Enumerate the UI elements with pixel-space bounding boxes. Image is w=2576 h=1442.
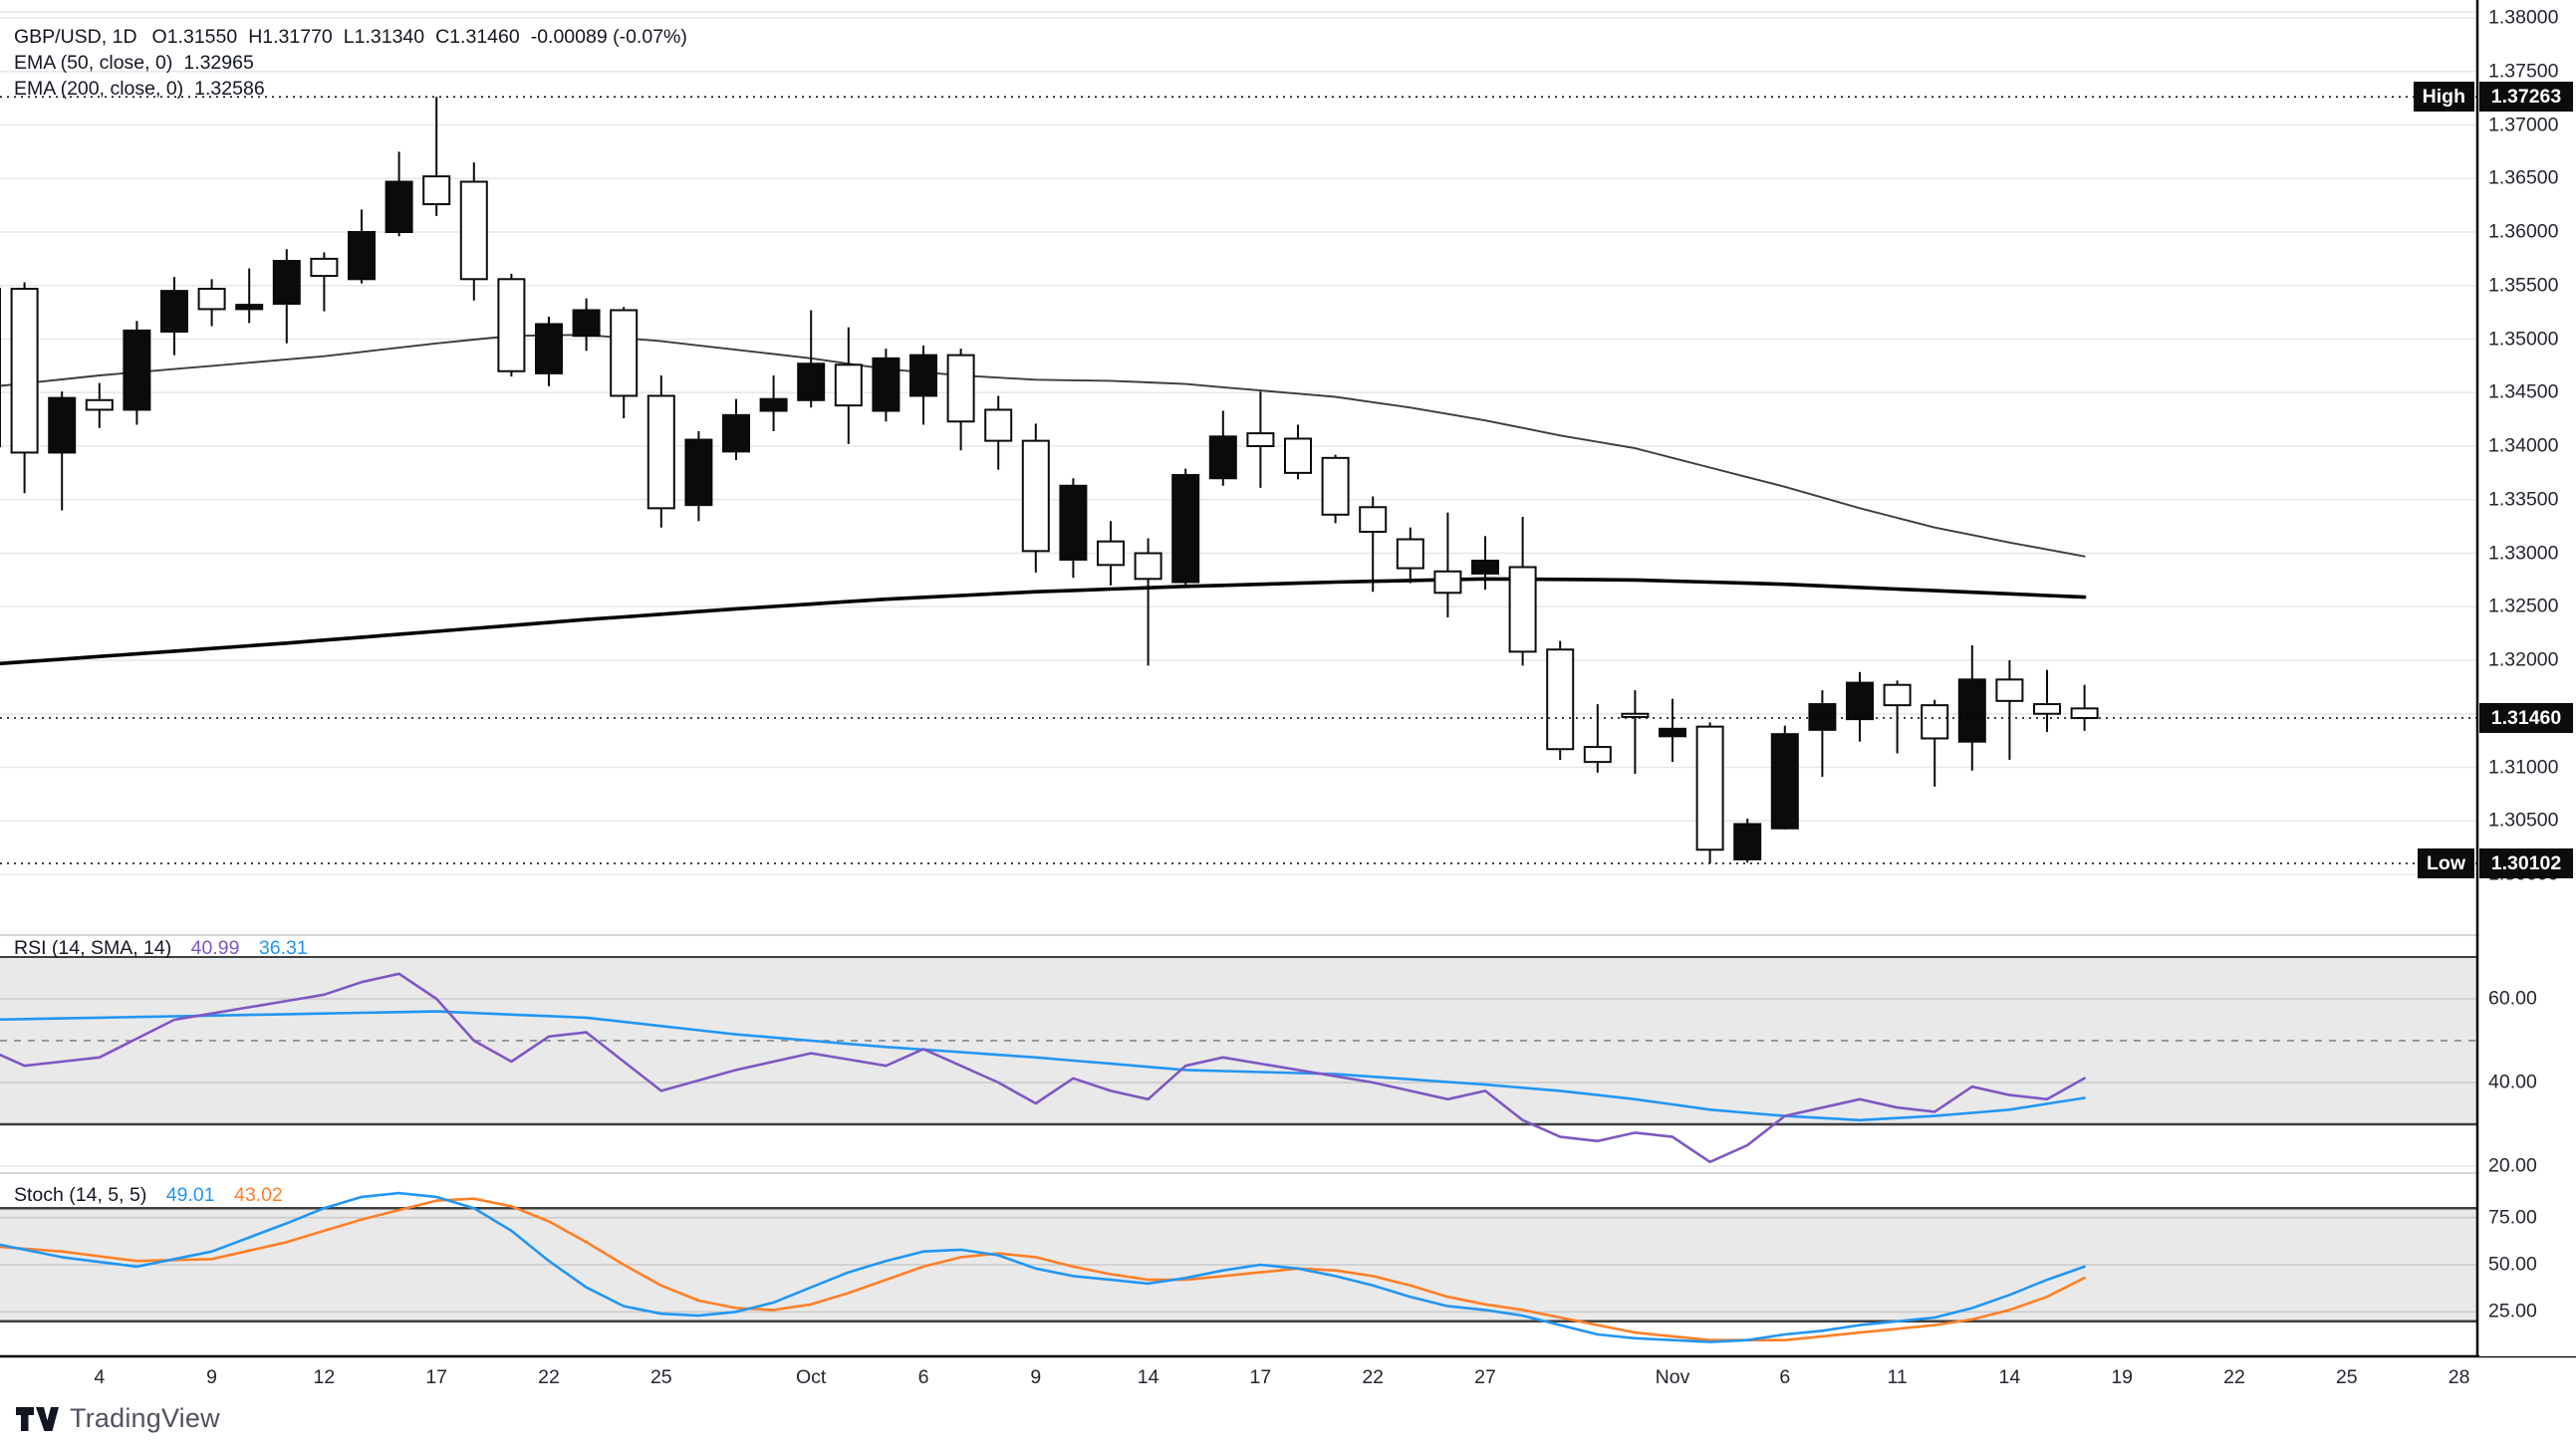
symbol-ohlc-row: GBP/USD, 1D O1.31550 H1.31770 L1.31340 C1.31…: [14, 24, 698, 50]
time-tick-label: 11: [1887, 1366, 1908, 1388]
low-badge-value: 1.30102: [2479, 848, 2573, 879]
rsi-legend-row[interactable]: RSI (14, SMA, 14) 40.99 36.31: [14, 937, 308, 960]
price-tick-label: 1.32000: [2488, 648, 2559, 671]
time-tick-label: 14: [1998, 1366, 2021, 1388]
high-badge-value: 1.37263: [2479, 82, 2573, 113]
time-tick-label: 6: [1779, 1366, 1791, 1388]
ema50-value: 1.32965: [183, 52, 254, 74]
time-tick-label: 9: [1030, 1366, 1042, 1388]
price-tick-label: 1.32500: [2488, 595, 2559, 617]
stoch-label: Stoch (14, 5, 5): [14, 1184, 147, 1206]
time-tick-label: Nov: [1655, 1366, 1690, 1388]
time-tick-label: 14: [1137, 1366, 1159, 1388]
price-tick-label: 1.35000: [2488, 328, 2559, 350]
high-badge-label: High: [2413, 82, 2474, 113]
low-value: L1.31340: [343, 26, 425, 48]
time-tick-label: 27: [1474, 1366, 1496, 1388]
ema200-legend-row[interactable]: EMA (200, close, 0) 1.32586: [14, 76, 698, 102]
time-tick-label: Oct: [796, 1366, 827, 1388]
time-tick-label: 28: [2447, 1366, 2470, 1388]
price-tick-label: 1.33500: [2488, 488, 2559, 511]
time-tick-label: 22: [2223, 1366, 2245, 1388]
time-tick-label: 25: [2335, 1366, 2358, 1388]
symbol-title: GBP/USD, 1D: [14, 26, 137, 48]
ema50-legend-row[interactable]: EMA (50, close, 0) 1.32965: [14, 50, 698, 76]
change-value: -0.00089 (-0.07%): [530, 26, 687, 48]
time-tick-label: 12: [313, 1366, 336, 1388]
stoch-tick-label: 75.00: [2488, 1206, 2537, 1229]
stoch-tick-label: 50.00: [2488, 1253, 2537, 1276]
low-badge-label: Low: [2418, 848, 2474, 879]
rsi-tick-label: 60.00: [2488, 987, 2537, 1010]
time-tick-label: 17: [1249, 1366, 1272, 1388]
stoch-tick-label: 25.00: [2488, 1300, 2537, 1322]
time-tick-label: 25: [649, 1366, 672, 1388]
rsi-value: 40.99: [190, 937, 240, 959]
price-tick-label: 1.30500: [2488, 809, 2559, 832]
rsi-ma-value: 36.31: [258, 937, 308, 959]
time-tick-label: 9: [206, 1366, 218, 1388]
ema200-value: 1.32586: [194, 78, 265, 100]
close-value: C1.31460: [435, 26, 520, 48]
rsi-label: RSI (14, SMA, 14): [14, 937, 172, 959]
rsi-tick-label: 40.00: [2488, 1071, 2537, 1093]
time-axis[interactable]: 4 9 12 17 22 25 Oct 6 9 14 17 22 27 Nov 6 11 14 19 22 25 28: [0, 1358, 2477, 1398]
tradingview-logo-text: TradingView: [70, 1403, 220, 1433]
high-value: H1.31770: [248, 26, 333, 48]
chart-header: GBP/USD, 1D O1.31550 H1.31770 L1.31340 C1.31…: [14, 24, 698, 102]
price-tick-label: 1.34000: [2488, 434, 2559, 457]
time-tick-label: 6: [917, 1366, 929, 1388]
rsi-tick-label: 20.00: [2488, 1154, 2537, 1177]
price-tick-label: 1.35500: [2488, 274, 2559, 297]
price-axis[interactable]: 1.38000 1.37500 1.37000 1.36500 1.36000 1.355…: [2479, 0, 2576, 1356]
time-tick-label: 19: [2111, 1366, 2134, 1388]
price-tick-label: 1.38000: [2488, 6, 2559, 29]
price-tick-label: 1.31000: [2488, 756, 2559, 778]
last-price-badge: 1.31460: [2479, 703, 2573, 734]
price-tick-label: 1.34500: [2488, 380, 2559, 403]
time-tick-label: 22: [538, 1366, 560, 1388]
open-value: O1.31550: [151, 26, 238, 48]
price-tick-label: 1.36000: [2488, 220, 2559, 243]
ema200-label: EMA (200, close, 0): [14, 78, 184, 100]
price-tick-label: 1.37500: [2488, 60, 2559, 83]
price-tick-label: 1.33000: [2488, 542, 2559, 564]
ema50-label: EMA (50, close, 0): [14, 52, 173, 74]
stoch-d-value: 43.02: [233, 1184, 283, 1206]
stoch-k-value: 49.01: [165, 1184, 215, 1206]
tradingview-logo[interactable]: TradingView: [14, 1403, 220, 1434]
price-tick-label: 1.37000: [2488, 114, 2559, 135]
price-tick-label: 1.36500: [2488, 166, 2559, 189]
time-tick-label: 17: [425, 1366, 448, 1388]
time-tick-label: 4: [94, 1366, 106, 1388]
stoch-legend-row[interactable]: Stoch (14, 5, 5) 49.01 43.02: [14, 1184, 283, 1207]
time-tick-label: 22: [1362, 1366, 1385, 1388]
tradingview-logo-icon: [16, 1406, 59, 1431]
